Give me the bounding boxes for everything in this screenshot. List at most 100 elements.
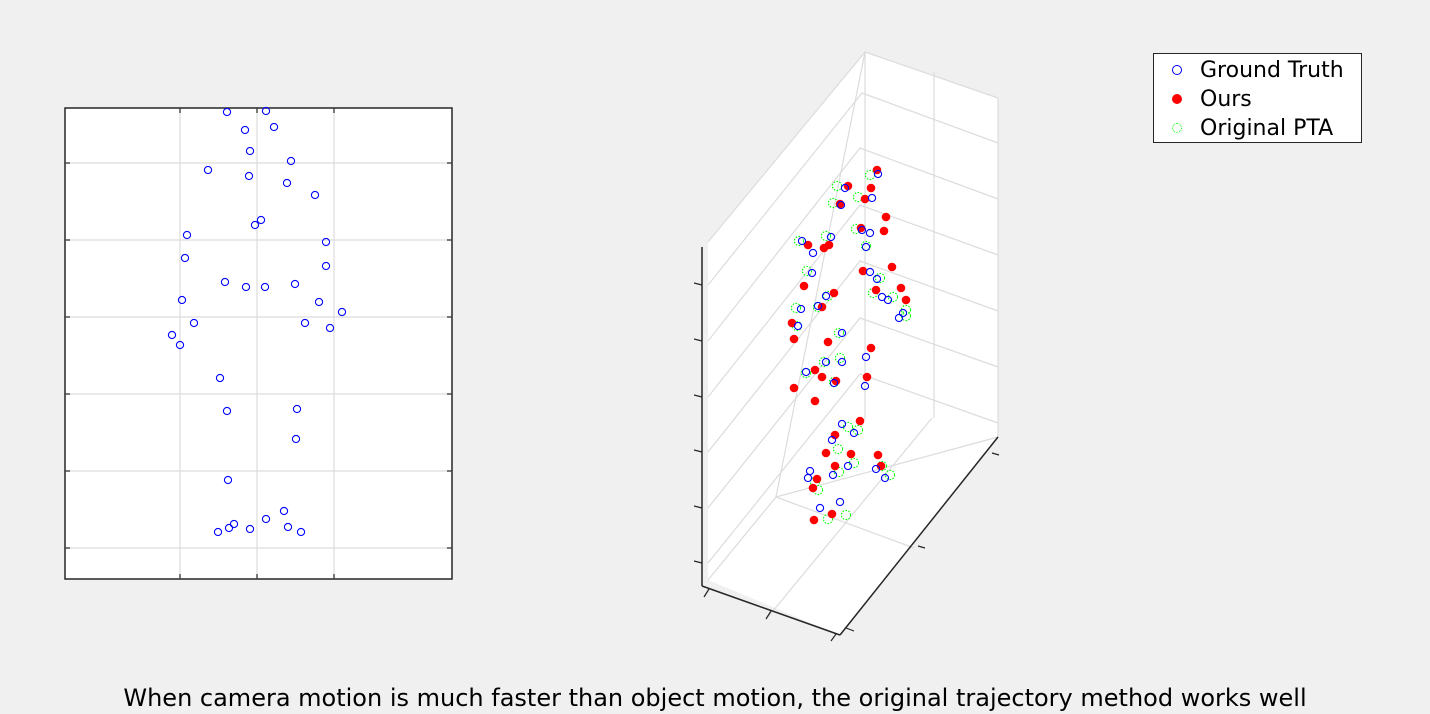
point-ours: [821, 448, 831, 458]
point-ours: [830, 430, 840, 440]
point-ground-truth: [167, 330, 177, 340]
point-ours: [810, 396, 820, 406]
point-ground-truth: [269, 122, 279, 132]
point-ours: [799, 281, 809, 291]
left-axes: [64, 106, 453, 580]
right-points: [787, 165, 912, 525]
point-ours: [803, 240, 813, 250]
point-ground-truth: [337, 307, 347, 317]
point-ours: [789, 383, 799, 393]
point-ground-truth: [222, 406, 232, 416]
point-ours: [817, 372, 827, 382]
point-ours: [787, 318, 797, 328]
point-ground-truth: [213, 527, 223, 537]
point-ground-truth: [321, 261, 331, 271]
point-ours: [855, 416, 865, 426]
point-ground-truth: [861, 242, 871, 252]
point-ground-truth: [867, 193, 877, 203]
point-ground-truth: [837, 419, 847, 429]
point-ground-truth: [314, 297, 324, 307]
point-ours: [808, 483, 818, 493]
legend-item-ours: Ours: [1154, 86, 1361, 114]
point-original-pta: [812, 484, 824, 496]
point-ground-truth: [880, 473, 890, 483]
point-ground-truth: [813, 301, 823, 311]
point-original-pta: [801, 265, 813, 277]
point-ground-truth: [286, 156, 296, 166]
point-ours: [881, 212, 891, 222]
point-ground-truth: [821, 357, 831, 367]
point-ours: [812, 474, 822, 484]
legend-label: Original PTA: [1200, 116, 1334, 141]
legend-label: Ours: [1200, 87, 1252, 112]
point-ground-truth: [872, 274, 882, 284]
point-ground-truth: [836, 200, 846, 210]
point-ground-truth: [883, 295, 893, 305]
point-ground-truth: [182, 230, 192, 240]
point-ground-truth: [857, 225, 867, 235]
point-ground-truth: [325, 323, 335, 333]
point-ours: [823, 337, 833, 347]
point-ground-truth: [807, 268, 817, 278]
point-ground-truth: [220, 277, 230, 287]
point-ours: [901, 295, 911, 305]
point-original-pta: [834, 352, 846, 364]
point-ground-truth: [260, 282, 270, 292]
point-ours: [871, 285, 881, 295]
point-ours: [887, 262, 897, 272]
point-ground-truth: [283, 522, 293, 532]
left-axes-background: [64, 107, 453, 580]
point-ours: [876, 461, 886, 471]
point-ground-truth: [189, 318, 199, 328]
point-ground-truth: [835, 497, 845, 507]
point-ground-truth: [180, 253, 190, 263]
point-ground-truth: [826, 232, 836, 242]
point-ground-truth: [321, 237, 331, 247]
point-ground-truth: [865, 228, 875, 238]
point-ground-truth: [245, 524, 255, 534]
point-ground-truth: [801, 367, 811, 377]
point-ours: [896, 283, 906, 293]
point-ours: [789, 334, 799, 344]
point-ground-truth: [215, 373, 225, 383]
point-original-pta: [832, 443, 844, 455]
point-ground-truth: [261, 514, 271, 524]
point-ours: [824, 240, 834, 250]
point-ground-truth: [296, 527, 306, 537]
point-original-pta: [852, 424, 864, 436]
point-original-pta: [820, 230, 832, 242]
point-ours: [879, 226, 889, 236]
point-ours: [866, 183, 876, 193]
point-ours: [827, 509, 837, 519]
point-original-pta: [840, 509, 852, 521]
point-ground-truth: [177, 295, 187, 305]
point-ground-truth: [797, 236, 807, 246]
legend: Ground Truth Ours Original PTA: [1153, 53, 1362, 143]
point-ground-truth: [840, 183, 850, 193]
point-ground-truth: [829, 378, 839, 388]
point-ground-truth: [310, 190, 320, 200]
point-ours: [809, 515, 819, 525]
point-ground-truth: [175, 340, 185, 350]
point-ground-truth: [279, 506, 289, 516]
right-3d-axes: [693, 51, 1000, 642]
point-ground-truth: [290, 279, 300, 289]
point-original-pta: [884, 469, 896, 481]
point-ground-truth: [292, 404, 302, 414]
point-ground-truth: [282, 178, 292, 188]
point-ground-truth: [261, 106, 271, 116]
point-ground-truth: [256, 215, 266, 225]
point-ours: [810, 365, 820, 375]
point-ground-truth: [871, 464, 881, 474]
point-ground-truth: [849, 428, 859, 438]
point-ours: [830, 461, 840, 471]
point-original-pta: [848, 457, 860, 469]
left-ticks: [65, 108, 452, 579]
point-original-pta: [842, 421, 854, 433]
point-ground-truth: [861, 352, 871, 362]
point-original-pta: [876, 460, 888, 472]
point-ground-truth: [291, 434, 301, 444]
point-ground-truth: [808, 248, 818, 258]
legend-item-ground-truth: Ground Truth: [1154, 57, 1361, 85]
